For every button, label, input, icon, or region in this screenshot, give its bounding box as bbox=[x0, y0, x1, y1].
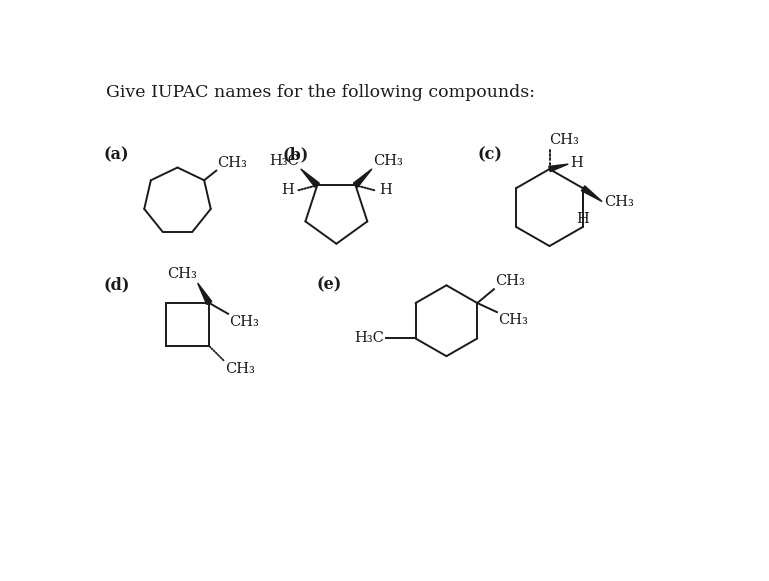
Polygon shape bbox=[549, 164, 568, 171]
Text: H: H bbox=[577, 212, 589, 226]
Text: H: H bbox=[281, 183, 294, 197]
Text: (d): (d) bbox=[104, 277, 130, 294]
Text: CH₃: CH₃ bbox=[225, 362, 255, 376]
Polygon shape bbox=[581, 186, 602, 202]
Text: Give IUPAC names for the following compounds:: Give IUPAC names for the following compo… bbox=[106, 84, 535, 101]
Polygon shape bbox=[198, 283, 211, 304]
Text: CH₃: CH₃ bbox=[217, 156, 247, 170]
Text: CH₃: CH₃ bbox=[550, 132, 579, 147]
Text: CH₃: CH₃ bbox=[229, 314, 258, 329]
Text: (a): (a) bbox=[104, 146, 129, 163]
Polygon shape bbox=[354, 169, 372, 187]
Text: H: H bbox=[379, 183, 391, 197]
Text: (b): (b) bbox=[282, 146, 308, 163]
Text: CH₃: CH₃ bbox=[604, 195, 634, 209]
Text: (e): (e) bbox=[317, 277, 342, 294]
Text: H₃C: H₃C bbox=[355, 331, 384, 346]
Text: CH₃: CH₃ bbox=[167, 267, 197, 281]
Text: H₃C: H₃C bbox=[269, 154, 299, 168]
Text: CH₃: CH₃ bbox=[374, 154, 404, 168]
Text: CH₃: CH₃ bbox=[494, 274, 524, 288]
Text: H: H bbox=[570, 156, 582, 170]
Text: CH₃: CH₃ bbox=[498, 313, 528, 327]
Polygon shape bbox=[301, 169, 319, 187]
Text: (c): (c) bbox=[478, 146, 502, 163]
